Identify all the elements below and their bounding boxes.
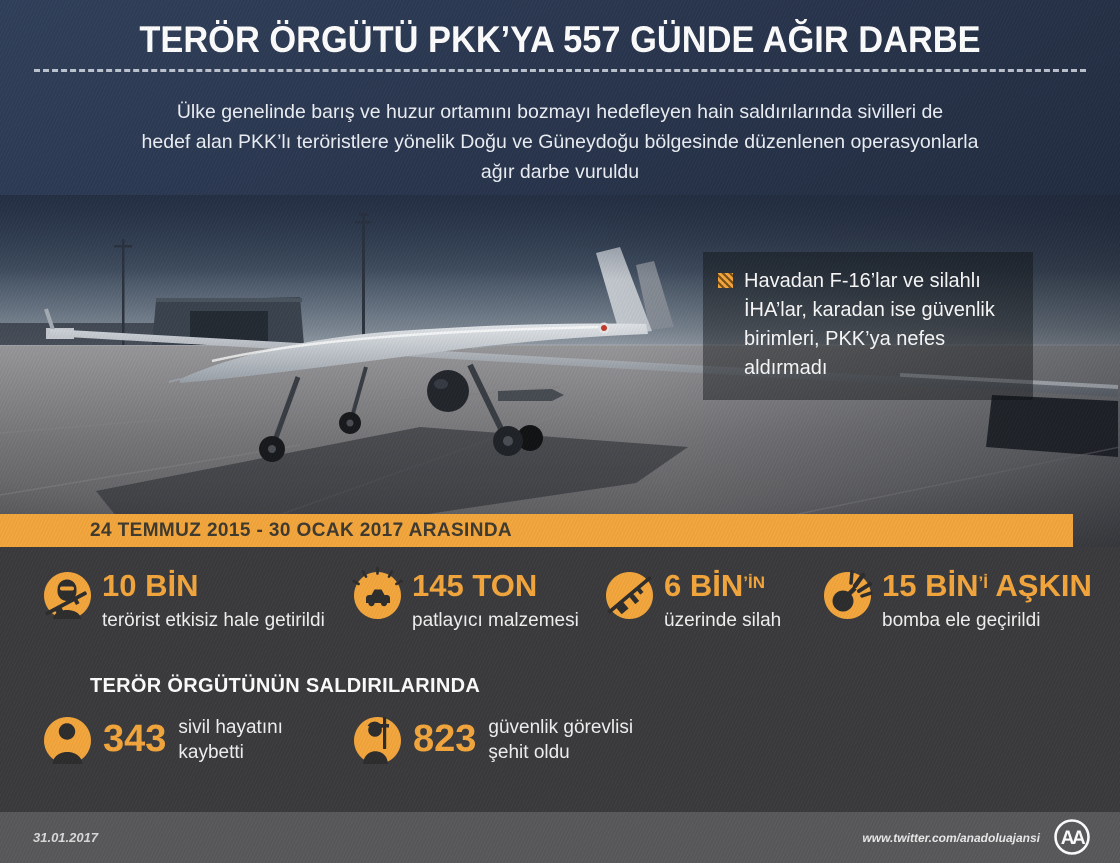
attack-value: 343 [103, 718, 167, 761]
attack-stat-civilians: 343 sivil hayatını kaybetti [44, 715, 283, 765]
stat-label: patlayıcı malzemesi [412, 609, 579, 631]
stat-value: 6 BİN’İN [664, 568, 765, 603]
intro-line: hedef alan PKK’lı teröristlere yönelik D… [141, 131, 979, 153]
intro-line: ağır darbe vuruldu [480, 161, 640, 183]
attack-value: 823 [413, 718, 477, 761]
civilian-icon [44, 716, 91, 764]
period-banner: 24 TEMMUZ 2015 - 30 OCAK 2017 ARASINDA [0, 514, 1073, 547]
footer-twitter-url: www.twitter.com/anadoluajansi [862, 830, 1040, 845]
soldier-icon [354, 716, 401, 764]
bomb-explosion-icon [824, 570, 873, 619]
attack-label: sivil hayatını kaybetti [178, 717, 283, 763]
intro-text: Ülke genelinde barış ve huzur ortamını b… [100, 97, 1020, 187]
svg-text:AA: AA [1061, 828, 1086, 849]
stat-label: bomba ele geçirildi [882, 609, 1041, 631]
stat-explosives-tons: 145 TON patlayıcı malzemesi [352, 566, 579, 632]
stat-value: 10 BİN [102, 568, 199, 603]
header: TERÖR ÖRGÜTÜ PKK’YA 557 GÜNDE AĞIR DARBE… [0, 0, 1120, 195]
terrorist-icon [44, 572, 91, 619]
stat-weapons-seized: 6 BİN’İN üzerinde silah [606, 568, 782, 632]
stat-value: 145 TON [412, 568, 538, 603]
intro-line: Ülke genelinde barış ve huzur ortamını b… [176, 101, 944, 123]
photo-callout: Havadan F-16’lar ve silahlı İHA’lar, kar… [703, 252, 1033, 400]
dashed-divider [34, 69, 1086, 72]
attack-label: güvenlik görevlisi şehit oldu [488, 717, 634, 763]
stat-value: 15 BİN’İ AŞKIN [882, 568, 1092, 603]
footer-date: 31.01.2017 [33, 830, 99, 845]
footer: 31.01.2017 www.twitter.com/anadoluajansi… [0, 812, 1120, 863]
hatched-square-bullet-icon [718, 273, 733, 288]
stat-bombs-seized: 15 BİN’İ AŞKIN bomba ele geçirildi [824, 568, 1092, 632]
stat-terrorists-neutralized: 10 BİN terörist etkisiz hale getirildi [44, 568, 325, 632]
stat-label: terörist etkisiz hale getirildi [102, 609, 325, 631]
attack-stat-security-forces: 823 güvenlik görevlisi şehit oldu [354, 715, 633, 765]
car-bomb-icon [352, 566, 403, 619]
stat-label: üzerinde silah [664, 609, 782, 631]
callout-text: Havadan F-16’lar ve silahlı İHA’lar, kar… [744, 270, 995, 379]
aa-logo: AA [1054, 818, 1090, 855]
footer-right: www.twitter.com/anadoluajansi AA [862, 818, 1092, 858]
attacks-heading: TERÖR ÖRGÜTÜNÜN SALDIRILARINDA [90, 675, 481, 697]
stats-section: 10 BİN terörist etkisiz hale getirildi 1… [0, 547, 1120, 812]
page-title: TERÖR ÖRGÜTÜ PKK’YA 557 GÜNDE AĞIR DARBE [139, 19, 981, 60]
rifle-icon [606, 572, 653, 619]
period-banner-text: 24 TEMMUZ 2015 - 30 OCAK 2017 ARASINDA [90, 520, 513, 541]
photo-area: Havadan F-16’lar ve silahlı İHA’lar, kar… [0, 195, 1120, 547]
